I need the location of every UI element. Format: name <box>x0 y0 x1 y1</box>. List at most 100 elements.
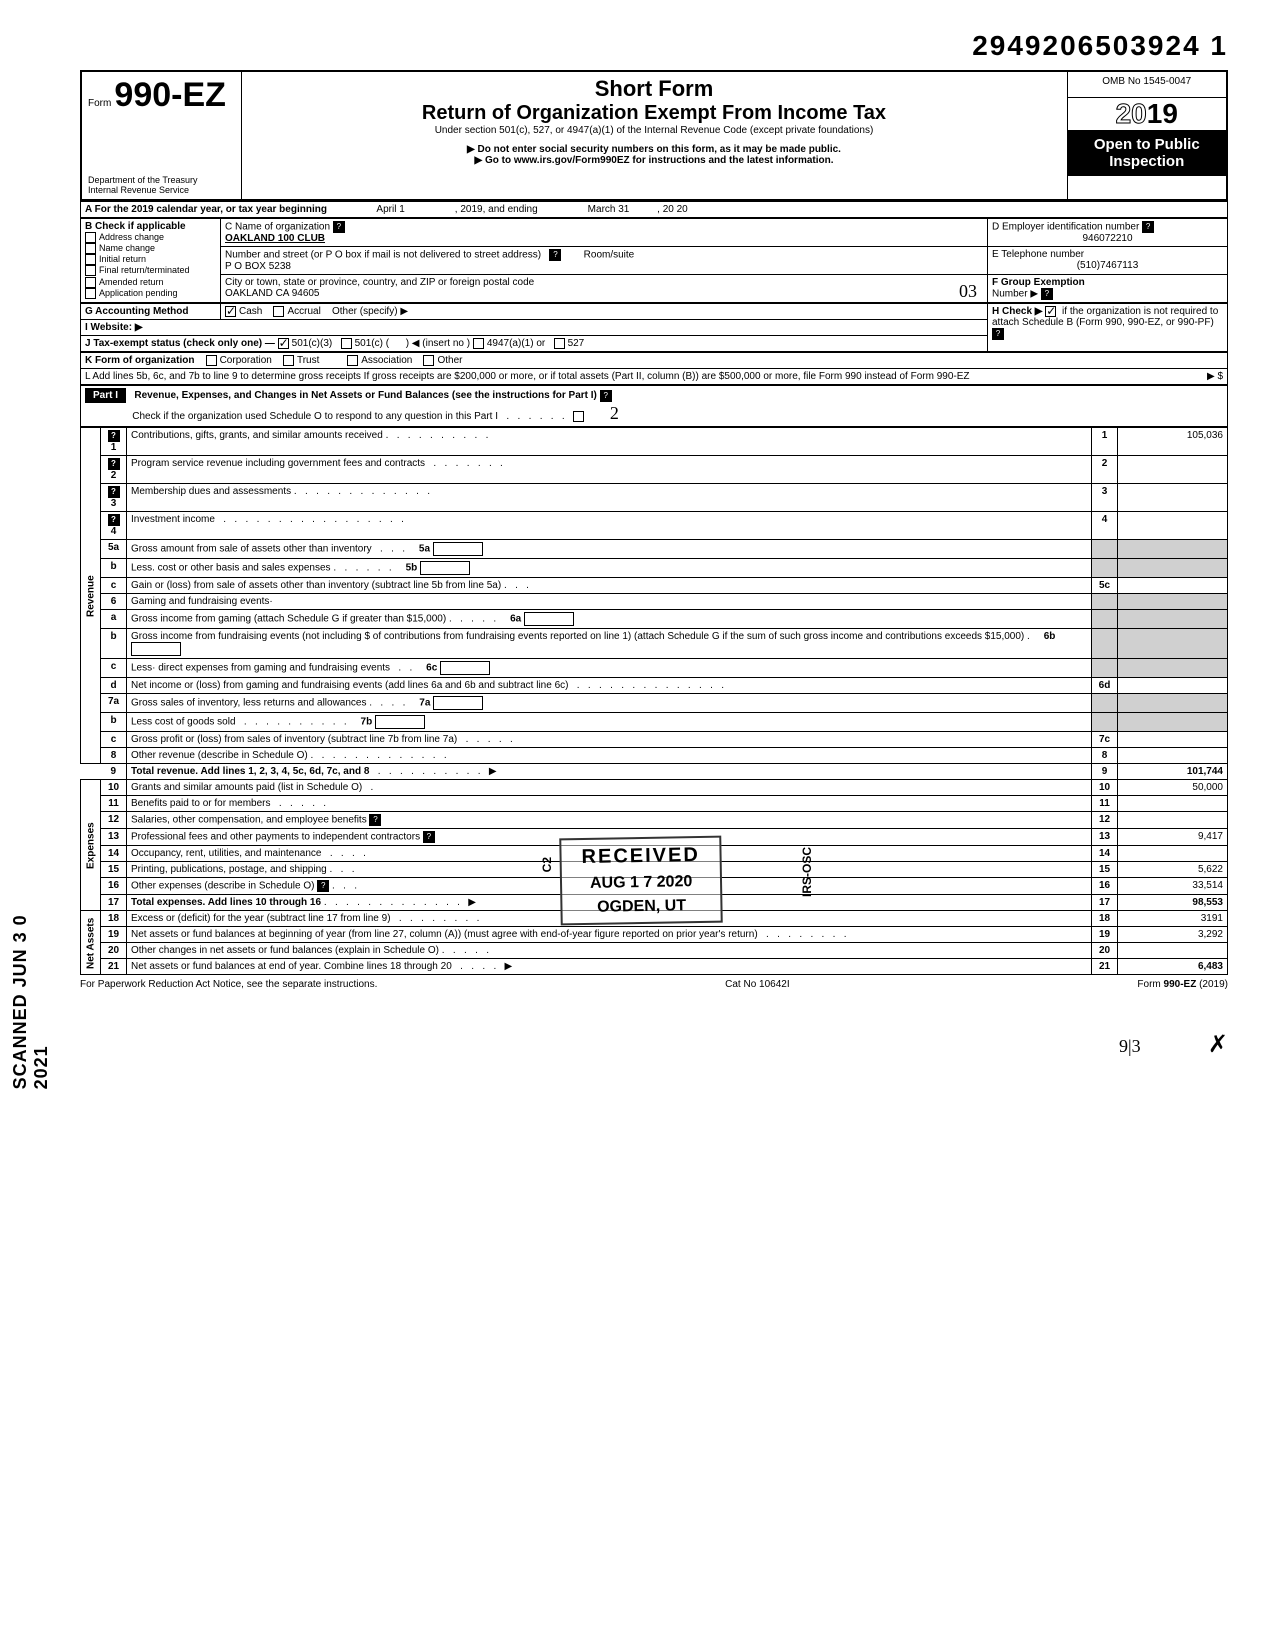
revenue-section-label: Revenue <box>81 428 101 764</box>
line-6c-text: Less· direct expenses from gaming and fu… <box>127 659 1092 678</box>
line-num: 17 <box>101 895 127 911</box>
checkbox-cash[interactable] <box>225 306 236 317</box>
help-icon[interactable]: ? <box>992 328 1004 340</box>
label-assoc: Association <box>361 355 412 366</box>
checkbox-501c3[interactable] <box>278 338 289 349</box>
line-num: b <box>101 629 127 659</box>
line-num: b <box>101 559 127 578</box>
help-icon[interactable]: ? <box>549 249 561 261</box>
line-l-text: L Add lines 5b, 6c, and 7b to line 9 to … <box>85 371 970 382</box>
checkbox-501c[interactable] <box>341 338 352 349</box>
line-10-text: Grants and similar amounts paid (list in… <box>127 780 1092 796</box>
checkbox-name-change[interactable] <box>85 243 96 254</box>
line-ref: 6d <box>1092 678 1118 694</box>
dept-treasury: Department of the Treasury Internal Reve… <box>88 175 235 195</box>
main-title: Return of Organization Exempt From Incom… <box>248 102 1061 125</box>
line-17-amount: 98,553 <box>1192 897 1223 908</box>
line-13-amount: 9,417 <box>1118 829 1228 846</box>
line-g-label: G Accounting Method <box>85 306 189 317</box>
checkbox-final-return[interactable] <box>85 265 96 276</box>
netassets-section-label: Net Assets <box>81 911 101 975</box>
line-ref: 18 <box>1092 911 1118 927</box>
room-suite-label: Room/suite <box>584 250 635 261</box>
help-icon[interactable]: ? <box>108 486 120 498</box>
line-ref: 19 <box>1092 927 1118 943</box>
help-icon[interactable]: ? <box>333 221 345 233</box>
label-cash: Cash <box>239 306 262 317</box>
help-icon[interactable]: ? <box>600 390 612 402</box>
help-icon[interactable]: ? <box>1041 288 1053 300</box>
line-ref: 13 <box>1092 829 1118 846</box>
label-initial-return: Initial return <box>99 254 146 264</box>
line-10-amount: 50,000 <box>1118 780 1228 796</box>
line-ref: 2 <box>1092 456 1118 484</box>
checkbox-accrual[interactable] <box>273 306 284 317</box>
omb-number: OMB No 1545-0047 <box>1074 76 1221 87</box>
handwritten-margin-2: 2 <box>610 403 619 423</box>
checkbox-application-pending[interactable] <box>85 288 96 299</box>
checkbox-trust[interactable] <box>283 355 294 366</box>
line-num: 16 <box>101 878 127 895</box>
checkbox-address-change[interactable] <box>85 232 96 243</box>
label-501c3: 501(c)(3) <box>292 338 333 349</box>
line-21-amount: 6,483 <box>1198 961 1223 972</box>
help-icon[interactable]: ? <box>108 430 120 442</box>
stamp-c2: C2 <box>540 857 554 872</box>
line-4-amount <box>1118 512 1228 540</box>
line-ref: 8 <box>1092 748 1118 764</box>
checkbox-527[interactable] <box>554 338 565 349</box>
line-num: d <box>101 678 127 694</box>
help-icon[interactable]: ? <box>1142 221 1154 233</box>
checkbox-corp[interactable] <box>206 355 217 366</box>
handwritten-03: 03 <box>959 281 977 302</box>
line-num: 14 <box>101 846 127 862</box>
line-2-amount <box>1118 456 1228 484</box>
label-accrual: Accrual <box>287 306 320 317</box>
open-to-public: Open to Public Inspection <box>1068 130 1227 176</box>
line-ref: 21 <box>1092 959 1118 975</box>
checkbox-schedule-o[interactable] <box>573 411 584 422</box>
line-12-text: Salaries, other compensation, and employ… <box>127 812 1092 829</box>
line-5a-text: Gross amount from sale of assets other t… <box>127 540 1092 559</box>
tax-year-end-rest: , 20 20 <box>657 204 688 215</box>
org-info-block: B Check if applicable Address change Nam… <box>80 218 1228 303</box>
line-6-text: Gaming and fundraising events· <box>127 594 1092 610</box>
checkbox-amended-return[interactable] <box>85 277 96 288</box>
label-4947: 4947(a)(1) or <box>487 338 545 349</box>
checkbox-4947[interactable] <box>473 338 484 349</box>
line-num: 18 <box>101 911 127 927</box>
checkbox-other-org[interactable] <box>423 355 434 366</box>
help-icon[interactable]: ? <box>369 814 381 826</box>
handwritten-mark: ✗ <box>1208 1032 1228 1058</box>
help-icon[interactable]: ? <box>108 458 120 470</box>
phone-value: (510)7467113 <box>992 260 1223 271</box>
form-header: Form 990-EZ Department of the Treasury I… <box>80 70 1228 201</box>
line-ref: 7c <box>1092 732 1118 748</box>
line-7b-text: Less cost of goods sold . . . . . . . . … <box>127 713 1092 732</box>
line-l-arrow: ▶ $ <box>1207 371 1223 382</box>
help-icon[interactable]: ? <box>423 831 435 843</box>
part1-header-row: Part I Revenue, Expenses, and Changes in… <box>80 385 1228 427</box>
label-other-org: Other <box>437 355 462 366</box>
part1-title: Revenue, Expenses, and Changes in Net As… <box>134 390 597 401</box>
line-3-text: Membership dues and assessments . . . . … <box>127 484 1092 512</box>
tax-year: 2019 <box>1068 98 1227 130</box>
footer-left: For Paperwork Reduction Act Notice, see … <box>80 979 377 990</box>
line-ref: 4 <box>1092 512 1118 540</box>
help-icon[interactable]: ? <box>317 880 329 892</box>
line-e-label: E Telephone number <box>992 249 1084 260</box>
checkbox-schedule-b[interactable] <box>1045 306 1056 317</box>
line-num: 21 <box>101 959 127 975</box>
line-num: 2 <box>111 470 117 481</box>
help-icon[interactable]: ? <box>108 514 120 526</box>
line-5c-amount <box>1118 578 1228 594</box>
checkbox-assoc[interactable] <box>347 355 358 366</box>
city-label: City or town, state or province, country… <box>225 277 534 288</box>
line-6a-text: Gross income from gaming (attach Schedul… <box>127 610 1092 629</box>
line-ref: 20 <box>1092 943 1118 959</box>
checkbox-initial-return[interactable] <box>85 254 96 265</box>
line-4-text: Investment income . . . . . . . . . . . … <box>127 512 1092 540</box>
line-ref: 9 <box>1092 764 1118 780</box>
line-a-mid: , 2019, and ending <box>455 204 538 215</box>
received-stamp: RECEIVED AUG 1 7 2020 OGDEN, UT <box>559 836 723 926</box>
